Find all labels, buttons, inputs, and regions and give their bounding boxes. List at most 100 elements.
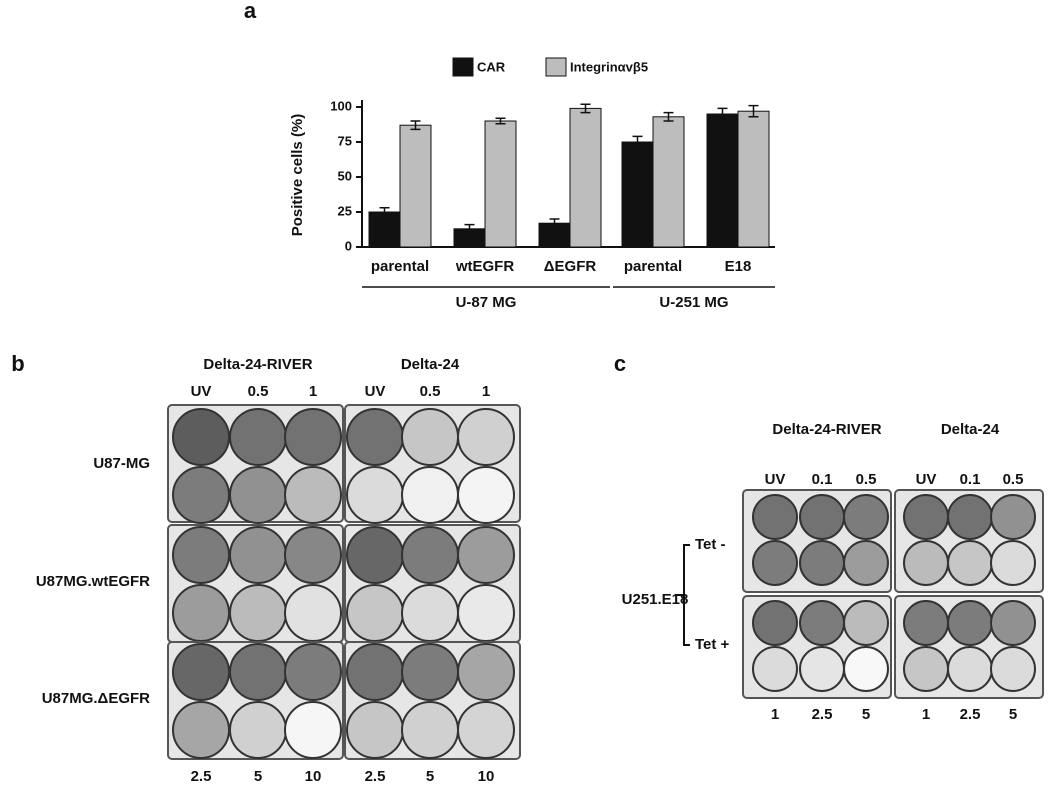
dose-label: 2.5 — [191, 768, 212, 785]
dose-label: UV — [916, 471, 937, 488]
well — [284, 643, 342, 701]
bar — [368, 211, 401, 248]
well — [401, 466, 459, 524]
dose-label: 0.5 — [856, 471, 877, 488]
y-tick-label: 50 — [338, 168, 352, 183]
well — [990, 540, 1036, 586]
dose-label: 1 — [309, 383, 317, 400]
well — [457, 584, 515, 642]
well — [346, 643, 404, 701]
dose-label: 0.5 — [1003, 471, 1024, 488]
dose-label: 1 — [771, 706, 779, 723]
well — [843, 540, 889, 586]
panel-label: c — [614, 351, 626, 376]
error-bar — [580, 103, 591, 114]
dose-label: 0.5 — [248, 383, 269, 400]
well — [947, 494, 993, 540]
y-tick-label: 0 — [345, 238, 352, 253]
well — [799, 494, 845, 540]
bar — [399, 124, 432, 248]
bar — [652, 116, 685, 248]
dose-label: 10 — [478, 768, 495, 785]
bar — [484, 120, 517, 248]
dose-label: UV — [765, 471, 786, 488]
well — [172, 701, 230, 759]
panel-label: b — [11, 351, 24, 376]
cell-line-label: U251.E18 — [622, 591, 689, 608]
column-title: Delta-24-RIVER — [203, 356, 312, 373]
error-bar — [632, 135, 643, 149]
well — [229, 643, 287, 701]
bar — [706, 113, 739, 248]
well — [947, 540, 993, 586]
well — [284, 408, 342, 466]
well — [843, 600, 889, 646]
well — [990, 600, 1036, 646]
well — [457, 701, 515, 759]
well — [401, 526, 459, 584]
error-bar — [379, 207, 390, 217]
dose-label: 5 — [1009, 706, 1017, 723]
dose-label: 2.5 — [365, 768, 386, 785]
well — [346, 408, 404, 466]
error-bar — [663, 111, 674, 122]
group-label: U-87 MG — [456, 294, 517, 311]
well — [457, 526, 515, 584]
well — [990, 646, 1036, 692]
well — [457, 466, 515, 524]
well — [284, 584, 342, 642]
well — [947, 646, 993, 692]
well — [903, 646, 949, 692]
row-label: U87MG.ΔEGFR — [42, 690, 150, 707]
dose-label: 5 — [254, 768, 262, 785]
bar — [621, 141, 654, 248]
x-tick-label: ΔEGFR — [544, 258, 597, 275]
y-tick-label: 100 — [330, 98, 352, 113]
well — [947, 600, 993, 646]
dose-label: 1 — [922, 706, 930, 723]
y-tick-label: 75 — [338, 133, 352, 148]
column-title: Delta-24-RIVER — [772, 421, 881, 438]
well — [284, 526, 342, 584]
dose-label: 1 — [482, 383, 490, 400]
well — [346, 466, 404, 524]
well — [457, 408, 515, 466]
panel-label: a — [244, 0, 257, 23]
dose-label: 5 — [862, 706, 870, 723]
well — [903, 540, 949, 586]
column-title: Delta-24 — [941, 421, 1000, 438]
well — [401, 584, 459, 642]
x-tick-label: parental — [624, 258, 682, 275]
well — [401, 643, 459, 701]
error-bar — [549, 218, 560, 229]
legend-swatch — [545, 57, 567, 77]
well — [799, 540, 845, 586]
well — [346, 584, 404, 642]
well — [752, 646, 798, 692]
dose-label: UV — [365, 383, 386, 400]
well — [284, 466, 342, 524]
column-title: Delta-24 — [401, 356, 460, 373]
well — [229, 701, 287, 759]
well — [229, 408, 287, 466]
x-tick-label: wtEGFR — [455, 258, 514, 275]
bar — [569, 107, 602, 248]
dose-label: 0.1 — [960, 471, 981, 488]
well — [284, 701, 342, 759]
y-axis-label: Positive cells (%) — [289, 114, 306, 237]
well — [172, 408, 230, 466]
row-label: U87MG.wtEGFR — [36, 573, 150, 590]
x-tick-label: parental — [371, 258, 429, 275]
legend-label: Integrinαvβ5 — [570, 59, 648, 74]
error-bar — [717, 107, 728, 121]
well — [229, 526, 287, 584]
x-tick-label: E18 — [725, 258, 752, 275]
well — [346, 701, 404, 759]
well — [457, 643, 515, 701]
well — [752, 540, 798, 586]
legend-label: CAR — [477, 59, 506, 74]
well — [990, 494, 1036, 540]
dose-label: 0.1 — [812, 471, 833, 488]
error-bar — [495, 117, 506, 125]
error-bar — [410, 120, 421, 131]
